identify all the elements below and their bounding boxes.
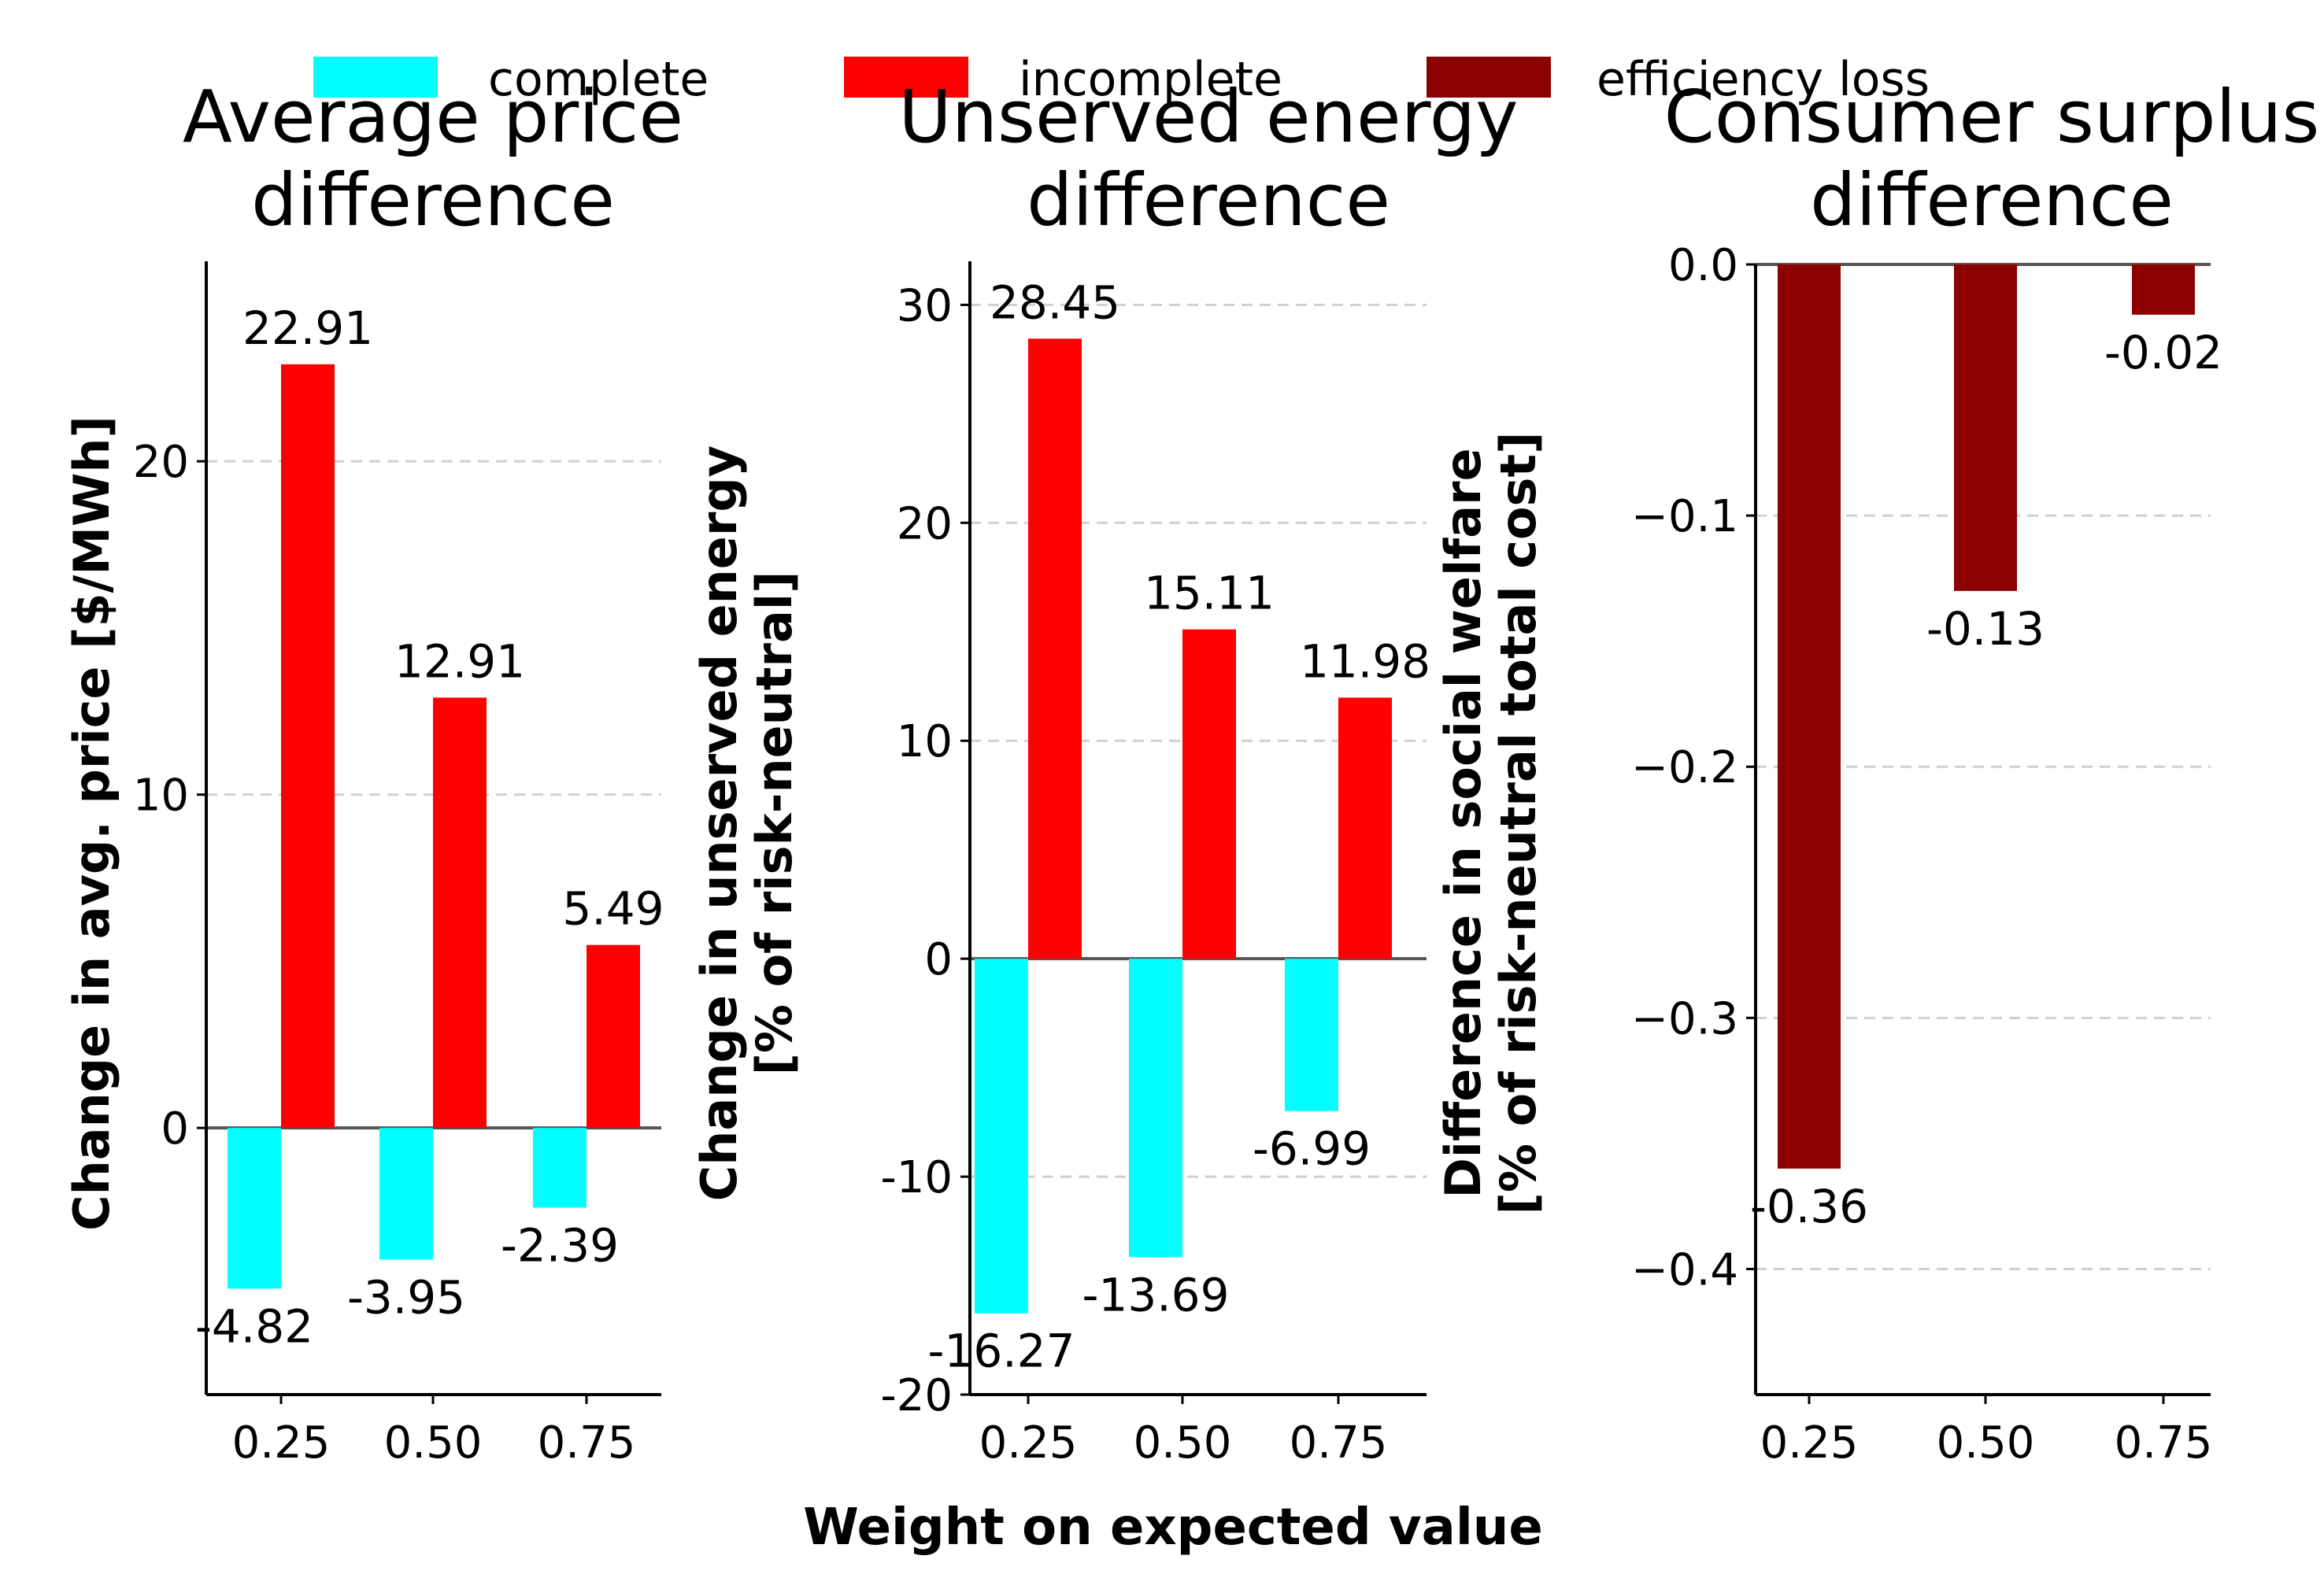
x-tick-label: 0.50 [1937, 1417, 2035, 1469]
y-axis-label: Difference in social welfare[% of risk-n… [1434, 432, 1547, 1215]
x-tick-label: 0.50 [1134, 1417, 1232, 1469]
y-tick-label: 30 [897, 280, 953, 331]
legend-label-0: complete [488, 52, 709, 107]
bar-value-label: 28.45 [990, 275, 1120, 329]
x-tick-label: 0.25 [979, 1417, 1078, 1469]
y-axis-label-line-0: Change in avg. price [$/MWh] [63, 416, 120, 1231]
bar-incomplete-0.75 [587, 944, 640, 1129]
bar-value-label: -4.82 [195, 1299, 313, 1353]
bar-value-label: -6.99 [1253, 1122, 1371, 1176]
bar-incomplete-0.25 [281, 364, 335, 1129]
y-axis-label-line-0: Difference in social welfare [1434, 448, 1492, 1198]
legend-label-1: incomplete [1019, 52, 1282, 107]
bar-incomplete-0.50 [1182, 629, 1236, 959]
bar-complete-0.75 [533, 1128, 587, 1208]
y-tick-label: 10 [897, 716, 953, 767]
bar-complete-0.50 [379, 1128, 433, 1260]
y-tick-label: -10 [881, 1152, 953, 1203]
y-tick-label: -20 [881, 1370, 953, 1421]
x-axis-label: Weight on expected value [803, 1498, 1542, 1557]
bar-value-label: -3.95 [347, 1270, 465, 1324]
y-axis-label-line-1: [% of risk-neutral total cost] [1490, 432, 1547, 1215]
bar-value-label: -0.36 [1750, 1180, 1868, 1233]
bar-value-label: -0.13 [1926, 602, 2045, 656]
bar-incomplete-0.75 [1338, 697, 1392, 959]
y-tick-label: 10 [133, 770, 189, 822]
chart-panels: Average pricedifference01020-4.82-3.95-2… [63, 75, 2319, 1469]
chart-title-line-0: Consumer surplus [1664, 75, 2320, 159]
y-axis-label: Change in unserved energy[% of risk-neut… [690, 445, 803, 1201]
y-tick-label: 0 [161, 1103, 189, 1155]
bar-incomplete-0.50 [433, 697, 487, 1129]
bar-efficiency-loss-0.25 [1778, 264, 1841, 1169]
x-tick-label: 0.75 [538, 1417, 636, 1469]
bar-value-label: -0.02 [2104, 326, 2222, 379]
bar-complete-0.50 [1129, 959, 1182, 1258]
chart-title-line-1: difference [1810, 158, 2174, 242]
bar-complete-0.25 [975, 959, 1028, 1314]
bar-incomplete-0.25 [1028, 338, 1082, 959]
bar-value-label: -2.39 [501, 1218, 619, 1272]
chart-title-line-0: Average price [183, 75, 683, 159]
bar-value-label: 22.91 [242, 301, 373, 355]
legend-swatch-1 [844, 57, 968, 98]
y-tick-label: 0 [924, 934, 953, 985]
legend-swatch-2 [1427, 57, 1551, 98]
bar-complete-0.25 [228, 1128, 281, 1289]
y-axis-label-line-0: Change in unserved energy [690, 445, 748, 1201]
y-tick-label: −0.4 [1631, 1244, 1738, 1295]
x-tick-label: 0.25 [1760, 1417, 1859, 1469]
x-tick-label: 0.75 [1290, 1417, 1388, 1469]
bar-value-label: 11.98 [1300, 634, 1430, 688]
x-tick-label: 0.25 [232, 1417, 331, 1469]
bar-value-label: 5.49 [562, 882, 664, 936]
chart-title-line-0: Unserved energy [898, 75, 1518, 159]
y-tick-label: 20 [133, 437, 189, 488]
y-tick-label: −0.3 [1631, 993, 1738, 1044]
x-tick-label: 0.75 [2115, 1417, 2213, 1469]
chart-title-line-1: difference [1027, 158, 1390, 242]
y-tick-label: −0.2 [1631, 742, 1738, 793]
legend: complete incomplete efficiency loss [313, 52, 1930, 107]
x-tick-label: 0.50 [384, 1417, 483, 1469]
bar-efficiency-loss-0.75 [2132, 264, 2195, 315]
bar-value-label: 15.11 [1144, 567, 1275, 620]
y-tick-label: 20 [897, 498, 953, 549]
legend-label-2: efficiency loss [1597, 52, 1930, 107]
legend-swatch-0 [313, 57, 438, 98]
bar-complete-0.75 [1285, 959, 1338, 1111]
bar-value-label: 12.91 [394, 634, 525, 688]
bar-value-label: -16.27 [928, 1325, 1075, 1378]
chart-title-line-1: difference [251, 158, 615, 242]
y-tick-label: 0.0 [1668, 240, 1738, 291]
bar-value-label: -13.69 [1082, 1268, 1230, 1321]
y-axis-label-line-1: [% of risk-neutral] [746, 571, 803, 1076]
y-tick-label: −0.1 [1631, 491, 1738, 542]
y-axis-label: Change in avg. price [$/MWh] [63, 416, 120, 1231]
bar-efficiency-loss-0.50 [1954, 264, 2017, 591]
